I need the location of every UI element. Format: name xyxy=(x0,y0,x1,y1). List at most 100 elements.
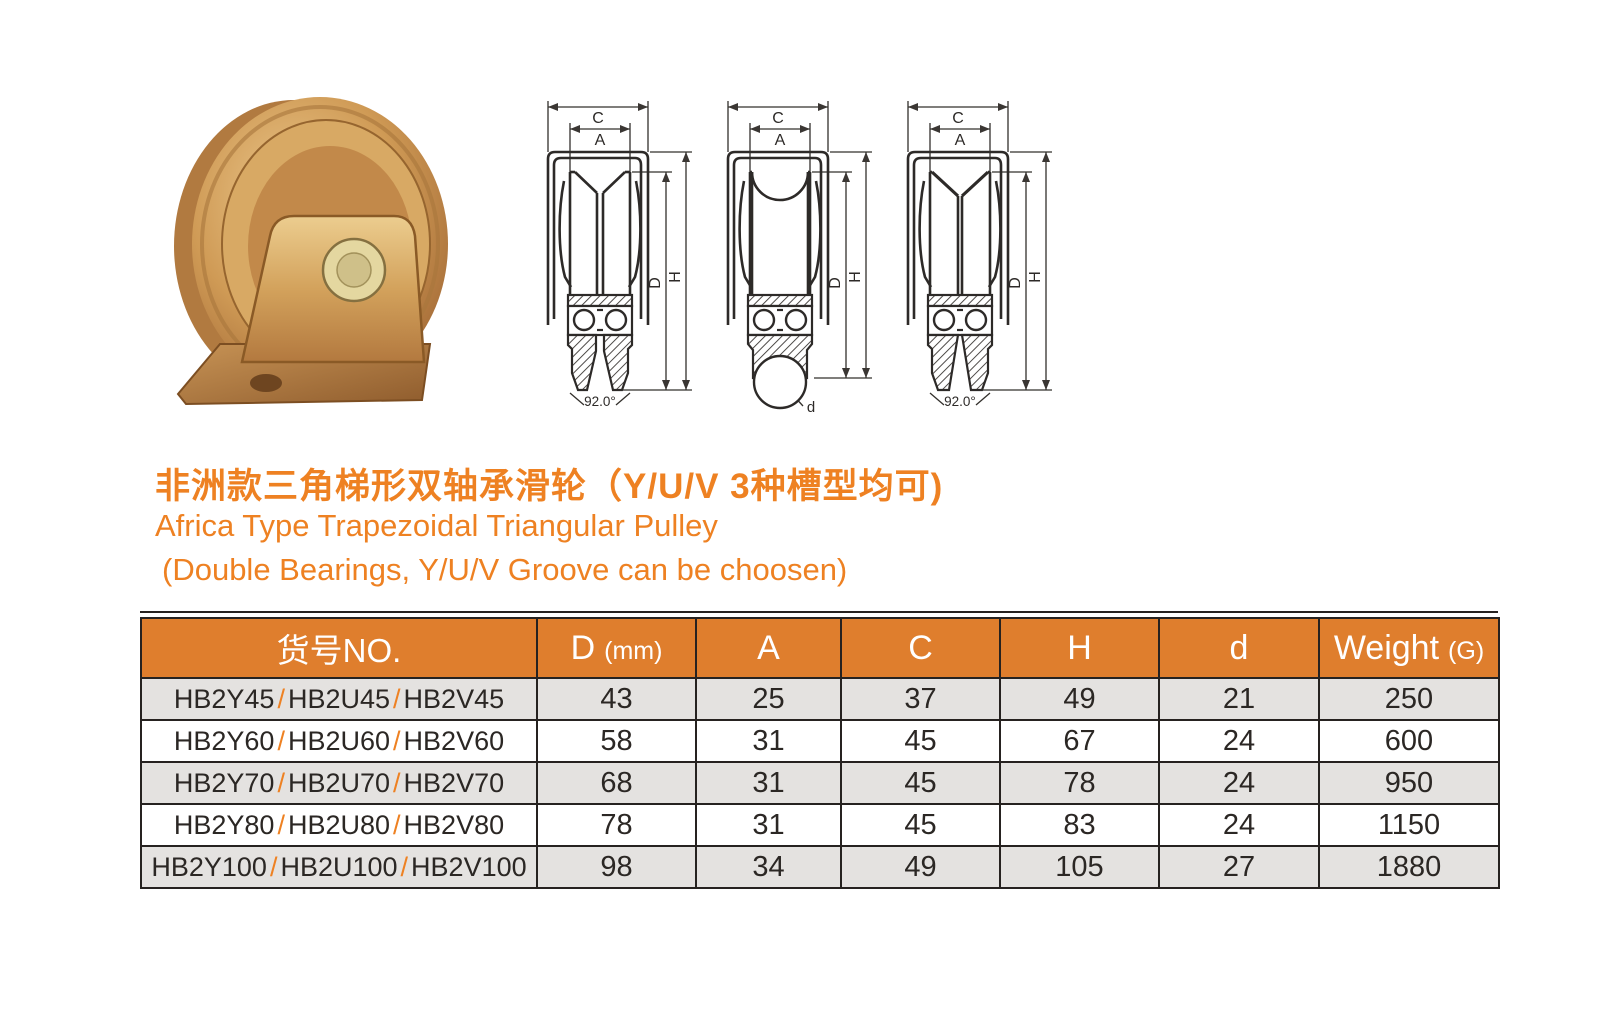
spec-value: 31 xyxy=(695,803,842,847)
product-title-en: Africa Type Trapezoidal Triangular Pulle… xyxy=(155,508,718,543)
model-codes-cell: HB2Y45/HB2U45/HB2V45 xyxy=(140,677,538,721)
technical-drawing-v-groove: C A H D 92.0° xyxy=(906,101,1052,407)
table-row: HB2Y60/HB2U60/HB2V60 58 31 45 67 24 600 xyxy=(140,719,1500,763)
spec-value: 1880 xyxy=(1318,845,1500,889)
model-code: HB2V45 xyxy=(403,683,505,714)
col-header-A: A xyxy=(695,617,842,679)
col-header-d: d xyxy=(1158,617,1320,679)
col-header-weight: Weight (G) xyxy=(1318,617,1500,679)
spec-value: 67 xyxy=(999,719,1160,763)
table-row: HB2Y100/HB2U100/HB2V100 98 34 49 105 27 1880 xyxy=(140,845,1500,889)
model-codes-cell: HB2Y70/HB2U70/HB2V70 xyxy=(140,761,538,805)
slash-separator: / xyxy=(277,809,285,840)
spec-value: 58 xyxy=(536,719,697,763)
col-header-D: D (mm) xyxy=(536,617,697,679)
model-code: HB2U70 xyxy=(287,767,391,798)
dim-label-angle: 92.0° xyxy=(584,394,616,407)
slash-separator: / xyxy=(393,725,401,756)
dim-label-angle: 92.0° xyxy=(944,394,976,407)
model-codes-cell: HB2Y60/HB2U60/HB2V60 xyxy=(140,719,538,763)
pulley-section-outline xyxy=(546,150,650,325)
spec-value: 27 xyxy=(1158,845,1320,889)
dim-label-h: H xyxy=(1027,271,1044,283)
col-header-C: C xyxy=(840,617,1001,679)
slash-separator: / xyxy=(393,809,401,840)
spec-value: 78 xyxy=(999,761,1160,805)
dim-label-c: C xyxy=(772,110,784,127)
pulley-section-outline xyxy=(906,150,1010,325)
slash-separator: / xyxy=(400,851,409,882)
spec-value: 83 xyxy=(999,803,1160,847)
slash-separator: / xyxy=(269,851,278,882)
dimension-labels: C A H D d xyxy=(772,110,864,416)
spec-value: 31 xyxy=(695,761,842,805)
spec-value: 105 xyxy=(999,845,1160,889)
product-photo xyxy=(174,97,448,406)
dim-label-h: H xyxy=(667,271,684,283)
dimension-lines xyxy=(907,101,1052,406)
spec-value: 250 xyxy=(1318,677,1500,721)
mounting-hole xyxy=(250,374,282,392)
model-code: HB2U45 xyxy=(287,683,391,714)
bearing-and-hub-detail xyxy=(746,293,814,410)
technical-drawing-y-groove: C A H D 92.0° xyxy=(546,101,692,407)
dim-label-c: C xyxy=(952,110,964,127)
spec-value: 49 xyxy=(999,677,1160,721)
dim-label-a: A xyxy=(595,132,606,149)
table-header-row: 货号NO. D (mm) A C H d Weight (G) xyxy=(140,617,1500,679)
spec-value: 45 xyxy=(840,761,1001,805)
spec-value: 24 xyxy=(1158,719,1320,763)
product-subtitle-en: (Double Bearings, Y/U/V Groove can be ch… xyxy=(162,552,848,587)
spec-value: 45 xyxy=(840,803,1001,847)
dim-label-a: A xyxy=(775,132,786,149)
table-row: HB2Y80/HB2U80/HB2V80 78 31 45 83 24 1150 xyxy=(140,803,1500,847)
col-header-model: 货号NO. xyxy=(140,617,538,679)
spec-value: 24 xyxy=(1158,803,1320,847)
spec-value: 1150 xyxy=(1318,803,1500,847)
model-code: HB2Y80 xyxy=(173,809,275,840)
spec-value: 78 xyxy=(536,803,697,847)
product-title-cn: 非洲款三角梯形双轴承滑轮（Y/U/V 3种槽型均可) xyxy=(155,467,944,506)
spec-value: 950 xyxy=(1318,761,1500,805)
model-code: HB2V80 xyxy=(403,809,505,840)
dim-label-a: A xyxy=(955,132,966,149)
technical-drawing-u-groove: C A H D d xyxy=(726,101,872,416)
slash-separator: / xyxy=(277,683,285,714)
col-header-H: H xyxy=(999,617,1160,679)
spec-table: 货号NO. D (mm) A C H d Weight (G) HB2Y45/HB2… xyxy=(140,617,1500,889)
spec-value: 25 xyxy=(695,677,842,721)
bearing-and-hub-detail xyxy=(926,293,994,392)
spec-value: 34 xyxy=(695,845,842,889)
table-row: HB2Y70/HB2U70/HB2V70 68 31 45 78 24 950 xyxy=(140,761,1500,805)
model-code: HB2Y45 xyxy=(173,683,275,714)
spec-value: 21 xyxy=(1158,677,1320,721)
model-codes-cell: HB2Y80/HB2U80/HB2V80 xyxy=(140,803,538,847)
hub-bolt-center xyxy=(336,252,372,288)
spec-value: 43 xyxy=(536,677,697,721)
spec-value: 98 xyxy=(536,845,697,889)
model-code: HB2Y100 xyxy=(151,851,267,882)
dimension-lines xyxy=(547,101,692,406)
dim-label-d-cap: D xyxy=(1007,277,1024,289)
dim-label-d-bore: d xyxy=(807,399,815,416)
table-top-rule xyxy=(140,611,1498,613)
slash-separator: / xyxy=(393,683,401,714)
dim-label-h: H xyxy=(847,271,864,283)
dim-label-c: C xyxy=(592,110,604,127)
model-code: HB2Y60 xyxy=(173,725,275,756)
spec-value: 37 xyxy=(840,677,1001,721)
model-code: HB2V60 xyxy=(403,725,505,756)
spec-value: 68 xyxy=(536,761,697,805)
spec-value: 24 xyxy=(1158,761,1320,805)
model-code: HB2U80 xyxy=(287,809,391,840)
spec-value: 49 xyxy=(840,845,1001,889)
dimension-labels: C A H D 92.0° xyxy=(584,110,684,407)
spec-value: 31 xyxy=(695,719,842,763)
dim-label-d-cap: D xyxy=(827,277,844,289)
pulley-section-outline xyxy=(726,150,830,325)
bearing-and-hub-detail xyxy=(566,293,634,392)
model-code: HB2V70 xyxy=(403,767,505,798)
spec-table-body: HB2Y45/HB2U45/HB2V45 43 25 37 49 21 250 HB2Y60/… xyxy=(140,677,1500,889)
dim-label-d-cap: D xyxy=(647,277,664,289)
slash-separator: / xyxy=(277,767,285,798)
